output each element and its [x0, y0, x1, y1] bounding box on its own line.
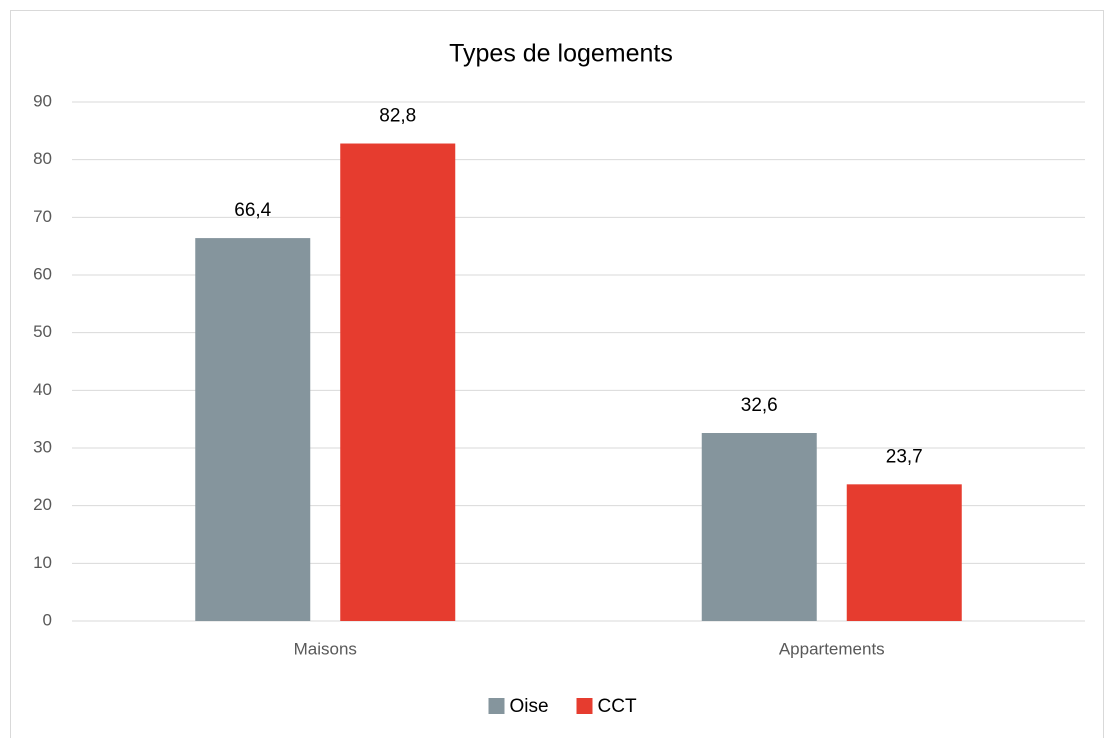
legend-label: CCT	[598, 696, 637, 717]
bar	[846, 484, 962, 621]
y-tick-label: 40	[33, 380, 52, 399]
bar	[701, 433, 817, 621]
bar	[340, 143, 456, 621]
data-label: 32,6	[741, 395, 778, 416]
y-tick-label: 0	[43, 610, 52, 629]
data-label: 82,8	[379, 106, 416, 127]
y-tick-label: 70	[33, 207, 52, 226]
chart-border	[10, 10, 1104, 738]
legend-label: Oise	[510, 696, 549, 717]
y-tick-label: 60	[33, 264, 52, 283]
legend-swatch	[488, 698, 505, 714]
x-tick-label: Maisons	[294, 639, 357, 658]
x-tick-label: Appartements	[779, 639, 885, 658]
y-tick-label: 30	[33, 437, 52, 456]
y-tick-label: 20	[33, 495, 52, 514]
y-tick-label: 50	[33, 322, 52, 341]
bar	[195, 238, 311, 622]
y-tick-label: 80	[33, 149, 52, 168]
legend-swatch	[576, 698, 593, 714]
y-tick-label: 10	[33, 553, 52, 572]
chart-title: Types de logements	[449, 40, 673, 68]
data-label: 66,4	[234, 200, 271, 221]
data-label: 23,7	[886, 446, 923, 467]
y-tick-label: 90	[33, 91, 52, 110]
